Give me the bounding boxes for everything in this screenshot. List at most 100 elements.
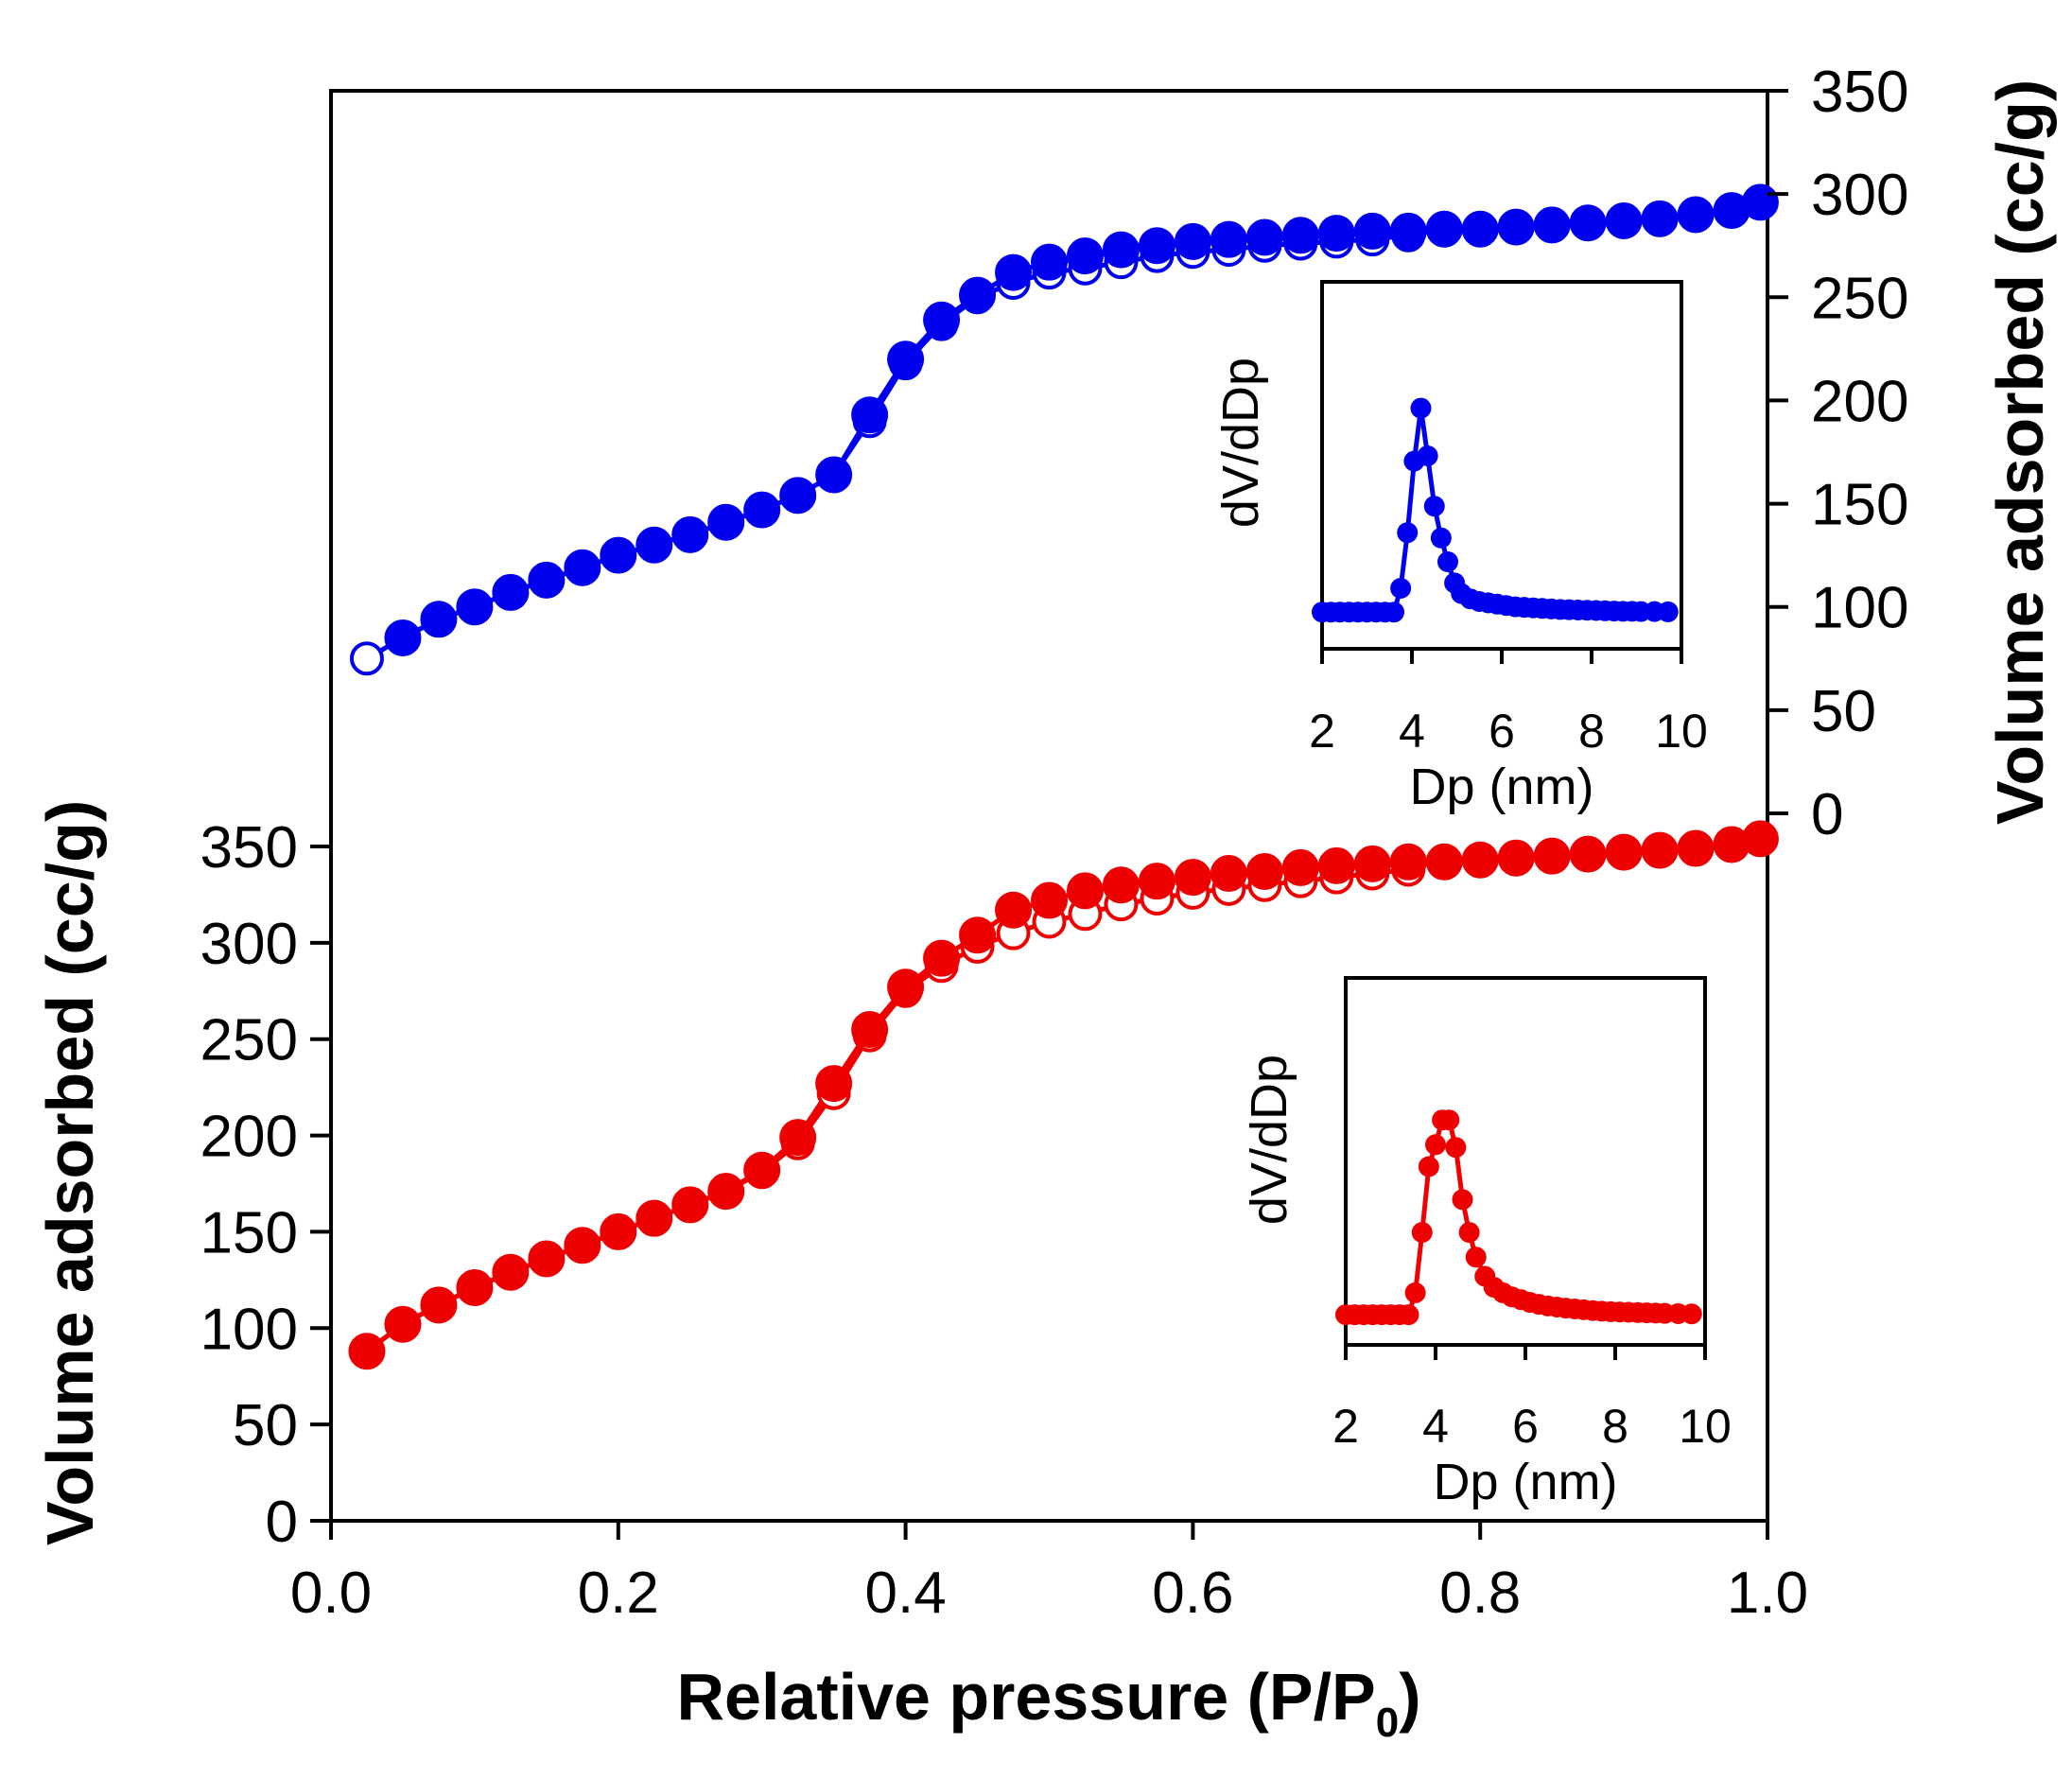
red-desorption-point bbox=[492, 1253, 530, 1291]
blue-desorption-point bbox=[1461, 210, 1499, 248]
blue-desorption-point bbox=[743, 491, 781, 529]
blue-desorption-point bbox=[671, 515, 709, 553]
blue-desorption-point bbox=[528, 561, 566, 599]
inset-red-point bbox=[1425, 1134, 1446, 1156]
right-y-axis-title: Volume adsorbed (cc/g) bbox=[1983, 79, 2057, 825]
red-desorption-point bbox=[923, 939, 961, 977]
left-tick-label: 250 bbox=[200, 1008, 298, 1073]
red-desorption-point bbox=[671, 1186, 709, 1224]
inset-blue-point bbox=[1430, 527, 1452, 549]
inset-red-panel: 2 4 6 8 10 Dp (nm) dV/dDp bbox=[1241, 976, 1732, 1510]
inset-red-x-title: Dp (nm) bbox=[1433, 1454, 1617, 1510]
red-desorption-point bbox=[528, 1240, 566, 1278]
x-tick-label: 0.8 bbox=[1439, 1561, 1521, 1626]
inset-red-point bbox=[1438, 1109, 1460, 1131]
blue-desorption-point bbox=[1138, 227, 1175, 265]
blue-desorption-point bbox=[923, 301, 961, 339]
x-tick-label: 0.4 bbox=[864, 1561, 946, 1626]
main-plot-frame bbox=[329, 89, 1769, 1523]
left-tick-label: 0 bbox=[266, 1490, 298, 1555]
red-desorption-point bbox=[779, 1119, 817, 1157]
blue-desorption-point bbox=[1066, 237, 1104, 275]
blue-desorption-point bbox=[1031, 243, 1068, 281]
blue-desorption-point bbox=[1497, 208, 1535, 246]
inset-red-point bbox=[1452, 1189, 1473, 1211]
right-tick-label: 300 bbox=[1811, 163, 1908, 228]
blue-desorption-point bbox=[851, 396, 889, 434]
blue-desorption-point bbox=[1317, 215, 1355, 253]
inset-red-point bbox=[1680, 1303, 1702, 1325]
red-desorption-point bbox=[1677, 829, 1715, 867]
right-tick-label: 150 bbox=[1811, 473, 1908, 538]
blue-desorption-point bbox=[1741, 183, 1779, 221]
right-tick-label: 50 bbox=[1811, 679, 1876, 744]
inset-blue-x-tick-label: 8 bbox=[1578, 705, 1605, 758]
red-desorption-point bbox=[1031, 881, 1068, 919]
inset-blue-point bbox=[1657, 601, 1679, 622]
left-tick-label: 350 bbox=[200, 815, 298, 881]
blue-desorption-point bbox=[1353, 212, 1391, 250]
left-tick-label: 300 bbox=[200, 912, 298, 977]
right-tick-label: 250 bbox=[1811, 266, 1908, 331]
inset-blue-point bbox=[1397, 522, 1419, 544]
main-axes-layer: 0.0 0.2 0.4 0.6 0.8 1.00501001502002503003500… bbox=[200, 60, 1909, 1626]
red-desorption-point bbox=[600, 1212, 637, 1250]
inset-blue-point bbox=[1390, 578, 1412, 599]
red-desorption-point bbox=[1461, 841, 1499, 879]
red-desorption-point bbox=[1066, 872, 1104, 910]
red-desorption-point bbox=[887, 968, 925, 1006]
red-desorption-point bbox=[743, 1151, 781, 1189]
red-desorption-point bbox=[1641, 831, 1679, 869]
red-desorption-point bbox=[1389, 843, 1427, 881]
blue-desorption-point bbox=[492, 573, 530, 611]
inset-blue-point bbox=[1437, 551, 1458, 572]
blue-desorption-point bbox=[456, 588, 494, 626]
red-desorption-point bbox=[1210, 855, 1247, 893]
red-desorption-point bbox=[384, 1305, 422, 1343]
right-tick-label: 350 bbox=[1811, 60, 1908, 125]
blue-desorption-point bbox=[636, 526, 673, 564]
red-desorption-point bbox=[1569, 835, 1607, 873]
blue-desorption-point bbox=[779, 477, 817, 515]
red-desorption-point bbox=[707, 1173, 745, 1211]
red-desorption-point bbox=[1497, 839, 1535, 877]
red-desorption-point bbox=[420, 1286, 458, 1324]
red-desorption-point bbox=[636, 1199, 673, 1237]
inset-blue-x-tick-label: 10 bbox=[1655, 705, 1708, 758]
left-tick-label: 50 bbox=[233, 1393, 298, 1458]
red-desorption-point bbox=[959, 916, 997, 954]
inset-blue-x-tick-label: 4 bbox=[1399, 705, 1425, 758]
inset-red-x-tick-label: 8 bbox=[1602, 1400, 1628, 1453]
red-desorption-point bbox=[456, 1269, 494, 1307]
blue-desorption-point bbox=[1533, 206, 1571, 244]
blue-desorption-point bbox=[1569, 204, 1607, 242]
inset-blue-panel: 2 4 6 8 10 Dp (nm) dV/dDp bbox=[1212, 280, 1708, 815]
blue-desorption-point bbox=[887, 340, 925, 378]
blue-desorption-point bbox=[1641, 200, 1679, 237]
blue-desorption-point bbox=[1677, 196, 1715, 234]
inset-blue-x-title: Dp (nm) bbox=[1409, 759, 1593, 815]
inset-blue-point bbox=[1417, 445, 1438, 466]
left-tick-label: 150 bbox=[200, 1200, 298, 1265]
red-desorption-point bbox=[1741, 820, 1779, 858]
blue-desorption-point bbox=[420, 601, 458, 638]
blue-desorption-point bbox=[1425, 210, 1463, 248]
inset-blue-x-tick-label: 6 bbox=[1489, 705, 1515, 758]
red-desorption-point bbox=[851, 1011, 889, 1049]
x-tick-label: 1.0 bbox=[1727, 1561, 1808, 1626]
inset-blue-y-title: dV/dDp bbox=[1212, 358, 1269, 528]
inset-blue-x-tick-label: 2 bbox=[1309, 705, 1335, 758]
blue-desorption-point bbox=[959, 276, 997, 314]
blue-desorption-point bbox=[564, 549, 601, 586]
blue-desorption-point bbox=[384, 619, 422, 656]
x-tick-label: 0.0 bbox=[290, 1561, 372, 1626]
red-desorption-point bbox=[1533, 837, 1571, 875]
red-desorption-point bbox=[348, 1333, 386, 1370]
red-desorption-point bbox=[1425, 843, 1463, 881]
inset-blue-frame bbox=[1320, 280, 1683, 651]
inset-blue-point bbox=[1423, 496, 1445, 517]
inset-red-point bbox=[1398, 1304, 1419, 1326]
red-desorption-point bbox=[1174, 859, 1211, 897]
inset-blue-point bbox=[1384, 602, 1404, 623]
red-desorption-point bbox=[564, 1227, 601, 1264]
